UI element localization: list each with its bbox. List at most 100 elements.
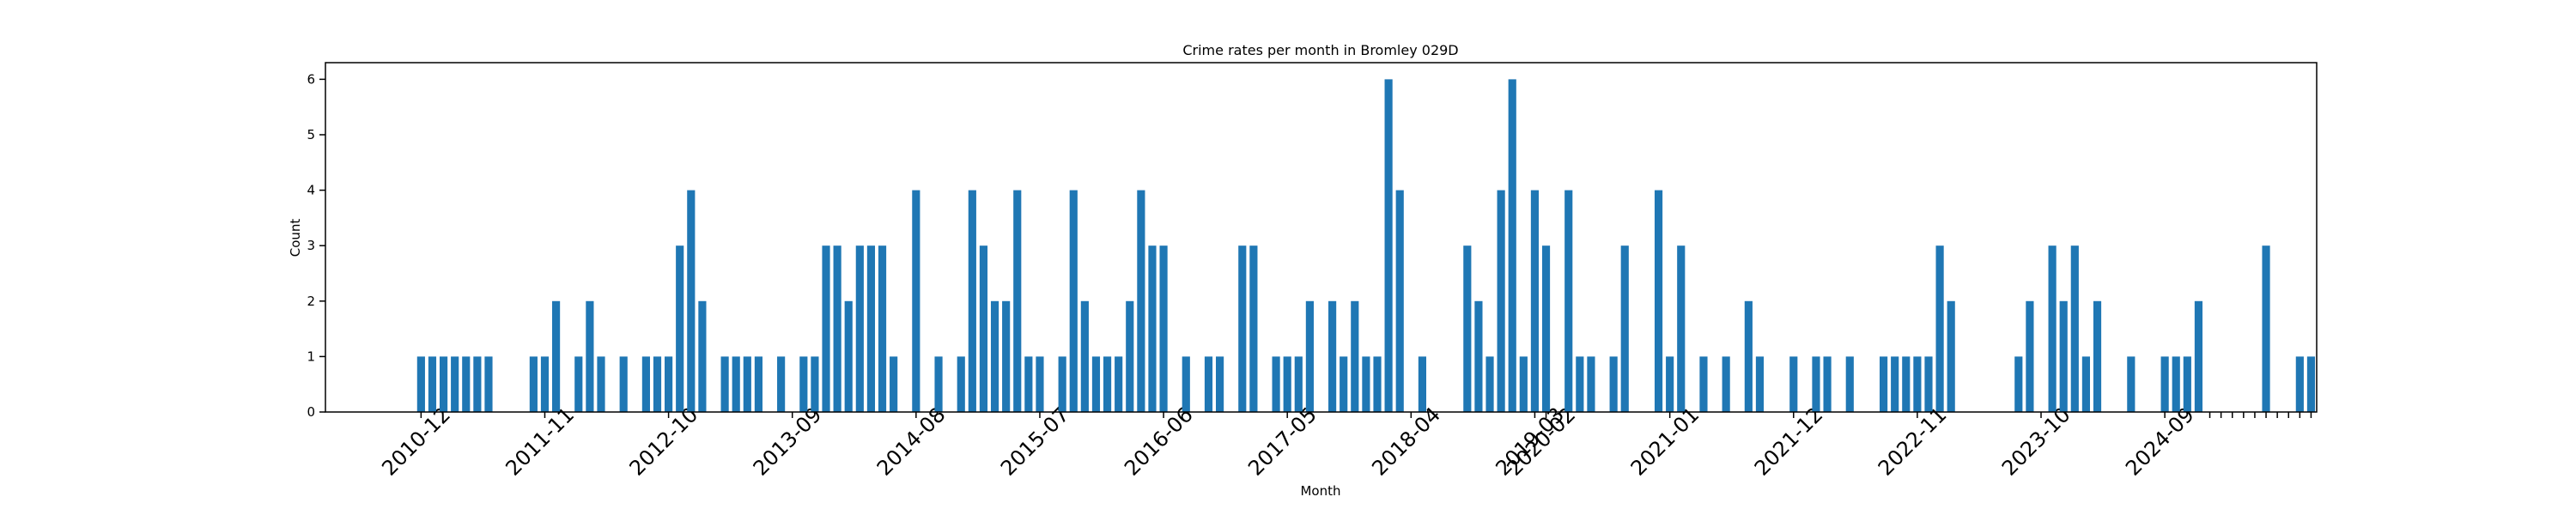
bar bbox=[2070, 245, 2079, 412]
bar bbox=[2093, 300, 2102, 412]
bar bbox=[811, 356, 819, 412]
bar bbox=[1126, 300, 1134, 412]
bar bbox=[698, 300, 707, 412]
x-tick-label: 2024-09 bbox=[2121, 403, 2199, 481]
bar bbox=[1013, 190, 1022, 413]
x-axis-label: Month bbox=[1300, 483, 1340, 499]
bar bbox=[1091, 356, 1101, 412]
x-tick-label: 2010-12 bbox=[377, 403, 455, 481]
bar bbox=[2048, 245, 2057, 412]
bar bbox=[1699, 356, 1708, 412]
bar bbox=[1362, 356, 1370, 412]
bar bbox=[1148, 245, 1157, 412]
bar bbox=[1418, 356, 1427, 412]
bar bbox=[1924, 356, 1933, 412]
bar bbox=[2295, 356, 2304, 412]
bar bbox=[1395, 190, 1404, 413]
x-tick-label: 2017-05 bbox=[1243, 403, 1321, 481]
bar bbox=[990, 300, 999, 412]
bar bbox=[1609, 356, 1618, 412]
chart-title: Crime rates per month in Bromley 029D bbox=[1182, 42, 1458, 58]
bar bbox=[574, 356, 583, 412]
y-tick-label: 4 bbox=[307, 183, 315, 198]
bar bbox=[822, 245, 830, 412]
bar bbox=[1587, 356, 1595, 412]
bar bbox=[1519, 356, 1528, 412]
y-tick-label: 6 bbox=[307, 71, 315, 87]
x-tick-label: 2021-01 bbox=[1626, 403, 1704, 481]
bar bbox=[1576, 356, 1584, 412]
bar bbox=[1744, 300, 1753, 412]
bar bbox=[1564, 190, 1573, 413]
bar bbox=[1845, 356, 1854, 412]
bar bbox=[1137, 190, 1145, 413]
bar bbox=[1677, 245, 1686, 412]
bar bbox=[586, 300, 594, 412]
bar bbox=[1384, 79, 1393, 412]
bar bbox=[2127, 356, 2136, 412]
bar bbox=[1215, 356, 1224, 412]
bar bbox=[1204, 356, 1213, 412]
bar bbox=[934, 356, 943, 412]
x-tick-label: 2015-07 bbox=[996, 403, 1074, 481]
bar bbox=[1115, 356, 1123, 412]
bar bbox=[1474, 300, 1483, 412]
bar bbox=[1620, 245, 1629, 412]
bar bbox=[720, 356, 729, 412]
bar bbox=[428, 356, 437, 412]
bar bbox=[890, 356, 898, 412]
bar bbox=[1789, 356, 1798, 412]
bar bbox=[1080, 300, 1089, 412]
x-tick-label: 2018-04 bbox=[1367, 403, 1445, 481]
bar bbox=[653, 356, 662, 412]
bar bbox=[957, 356, 965, 412]
bar bbox=[1159, 245, 1168, 412]
bar bbox=[2262, 245, 2270, 412]
bar bbox=[1935, 245, 1944, 412]
bar bbox=[1328, 300, 1337, 412]
bar bbox=[2081, 356, 2091, 412]
y-tick-label: 1 bbox=[307, 348, 315, 364]
y-tick-label: 2 bbox=[307, 294, 315, 309]
bar bbox=[1340, 356, 1348, 412]
bar bbox=[1272, 356, 1280, 412]
bar bbox=[1283, 356, 1291, 412]
bar bbox=[1036, 356, 1044, 412]
bar bbox=[1902, 356, 1911, 412]
bar bbox=[2194, 300, 2203, 412]
bar bbox=[1463, 245, 1472, 412]
bar bbox=[777, 356, 786, 412]
bar bbox=[1823, 356, 1832, 412]
bar bbox=[1654, 190, 1663, 413]
bar bbox=[416, 356, 425, 412]
bar bbox=[1947, 300, 1955, 412]
bar bbox=[1058, 356, 1066, 412]
bar bbox=[1238, 245, 1247, 412]
bar bbox=[665, 356, 673, 412]
bar bbox=[1530, 190, 1540, 413]
bar bbox=[1541, 245, 1551, 412]
x-tick-label: 2023-10 bbox=[1997, 403, 2075, 481]
x-tick-label: 2013-09 bbox=[749, 403, 827, 481]
bar bbox=[799, 356, 808, 412]
x-tick-label: 2021-12 bbox=[1750, 403, 1828, 481]
y-tick-label: 5 bbox=[307, 127, 315, 142]
bar bbox=[2014, 356, 2023, 412]
bar bbox=[743, 356, 751, 412]
bar bbox=[1755, 356, 1765, 412]
bar bbox=[866, 245, 876, 412]
bar bbox=[1879, 356, 1888, 412]
bar bbox=[1249, 245, 1258, 412]
y-tick-label: 3 bbox=[307, 238, 315, 253]
bar bbox=[2026, 300, 2034, 412]
bar bbox=[1485, 356, 1494, 412]
bar bbox=[2059, 300, 2068, 412]
bar bbox=[597, 356, 605, 412]
plot-frame bbox=[325, 62, 2318, 413]
bar bbox=[855, 245, 864, 412]
bar bbox=[1913, 356, 1922, 412]
bar bbox=[1182, 356, 1190, 412]
bar bbox=[439, 356, 448, 412]
x-tick-label: 2011-11 bbox=[501, 403, 579, 481]
